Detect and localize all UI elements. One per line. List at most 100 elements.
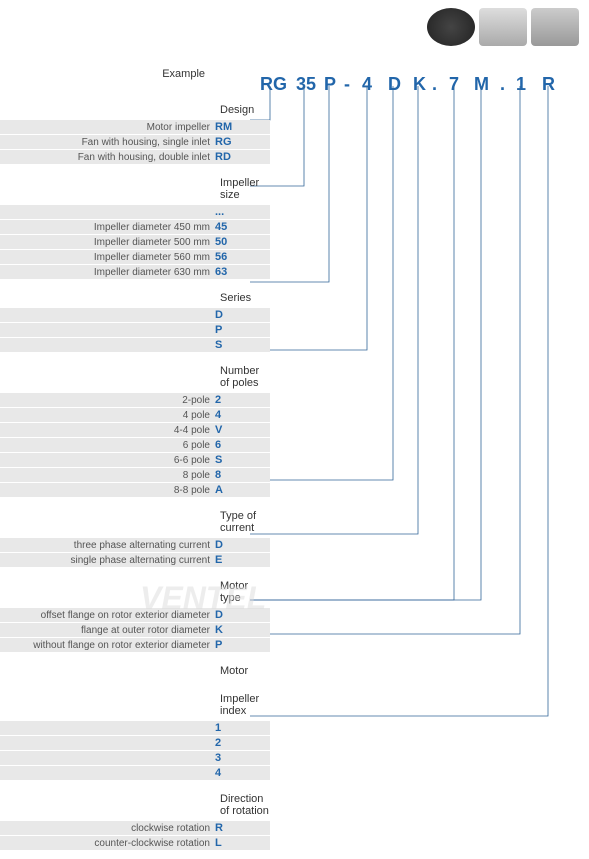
item-label: Motor impeller: [0, 122, 215, 133]
item-code: 4: [215, 767, 265, 779]
item-code: 3: [215, 752, 265, 764]
item-label: 4-4 pole: [0, 425, 215, 436]
item-label: Impeller diameter 630 mm: [0, 267, 215, 278]
item-row: counter-clockwise rotationL: [0, 836, 270, 850]
item-label: three phase alternating current: [0, 540, 215, 551]
product-image-1: [427, 8, 475, 46]
code-part-3: -: [344, 74, 350, 95]
item-row: P: [0, 323, 270, 337]
product-image-3: [531, 8, 579, 46]
item-code: RM: [215, 121, 265, 133]
code-part-7: .: [432, 74, 437, 95]
item-label: without flange on rotor exterior diamete…: [0, 640, 215, 651]
product-images: [427, 8, 579, 46]
item-label: clockwise rotation: [0, 823, 215, 834]
item-label: 4 pole: [0, 410, 215, 421]
code-part-11: 1: [516, 74, 526, 95]
item-row: 4: [0, 766, 270, 780]
item-row: Motor impellerRM: [0, 120, 270, 134]
section-header: Direction of rotation: [0, 789, 270, 821]
item-code: 8: [215, 469, 265, 481]
example-label: Example: [0, 68, 215, 80]
item-row: clockwise rotationR: [0, 821, 270, 835]
code-part-5: D: [388, 74, 401, 95]
item-code: V: [215, 424, 265, 436]
code-part-0: RG: [260, 74, 287, 95]
item-code: 2: [215, 737, 265, 749]
item-row: 2-pole2: [0, 393, 270, 407]
item-code: A: [215, 484, 265, 496]
item-row: S: [0, 338, 270, 352]
item-code: R: [215, 822, 265, 834]
item-label: Fan with housing, single inlet: [0, 137, 215, 148]
item-row: Impeller diameter 630 mm63: [0, 265, 270, 279]
item-row: Impeller diameter 500 mm50: [0, 235, 270, 249]
item-row: Fan with housing, double inletRD: [0, 150, 270, 164]
item-code: 1: [215, 722, 265, 734]
section-header: Series: [0, 288, 270, 308]
item-code: 63: [215, 266, 265, 278]
item-row: 2: [0, 736, 270, 750]
item-code: 45: [215, 221, 265, 233]
section-header: Impeller size: [0, 173, 270, 205]
section-header: Motor: [0, 661, 270, 681]
item-code: E: [215, 554, 265, 566]
code-part-2: P: [324, 74, 336, 95]
code-part-12: R: [542, 74, 555, 95]
item-row: 6-6 poleS: [0, 453, 270, 467]
item-row: 3: [0, 751, 270, 765]
item-code: 56: [215, 251, 265, 263]
code-part-1: 35: [296, 74, 316, 95]
code-part-9: M: [474, 74, 489, 95]
item-code: ...: [215, 206, 265, 218]
item-label: 8-8 pole: [0, 485, 215, 496]
item-label: counter-clockwise rotation: [0, 838, 215, 849]
section-header: Design: [0, 100, 270, 120]
item-code: 2: [215, 394, 265, 406]
sections-container: DesignMotor impellerRMFan with housing, …: [0, 100, 270, 859]
item-code: 6: [215, 439, 265, 451]
item-code: D: [215, 539, 265, 551]
item-row: Impeller diameter 560 mm56: [0, 250, 270, 264]
item-row: without flange on rotor exterior diamete…: [0, 638, 270, 652]
item-code: 50: [215, 236, 265, 248]
item-label: Fan with housing, double inlet: [0, 152, 215, 163]
item-label: Impeller diameter 500 mm: [0, 237, 215, 248]
item-label: flange at outer rotor diameter: [0, 625, 215, 636]
code-part-4: 4: [362, 74, 372, 95]
item-row: ...: [0, 205, 270, 219]
item-label: 6-6 pole: [0, 455, 215, 466]
item-row: 4-4 poleV: [0, 423, 270, 437]
item-label: 2-pole: [0, 395, 215, 406]
section-header: Impeller index: [0, 689, 270, 721]
item-label: Impeller diameter 450 mm: [0, 222, 215, 233]
item-code: P: [215, 324, 265, 336]
section-header: Number of poles: [0, 361, 270, 393]
item-code: 4: [215, 409, 265, 421]
example-row: Example RG35P-4DK.7M.1R: [0, 68, 589, 80]
item-code: D: [215, 309, 265, 321]
item-row: D: [0, 308, 270, 322]
item-row: single phase alternating currentE: [0, 553, 270, 567]
item-row: three phase alternating currentD: [0, 538, 270, 552]
code-part-6: K: [413, 74, 426, 95]
item-label: 6 pole: [0, 440, 215, 451]
item-label: Impeller diameter 560 mm: [0, 252, 215, 263]
watermark: VENTEL: [140, 580, 266, 617]
item-row: Fan with housing, single inletRG: [0, 135, 270, 149]
item-row: 1: [0, 721, 270, 735]
item-row: Impeller diameter 450 mm45: [0, 220, 270, 234]
item-code: S: [215, 339, 265, 351]
product-image-2: [479, 8, 527, 46]
item-code: RD: [215, 151, 265, 163]
item-label: 8 pole: [0, 470, 215, 481]
item-row: 4 pole4: [0, 408, 270, 422]
code-part-10: .: [500, 74, 505, 95]
item-code: L: [215, 837, 265, 849]
item-row: flange at outer rotor diameterK: [0, 623, 270, 637]
item-row: 8-8 poleA: [0, 483, 270, 497]
section-header: Type of current: [0, 506, 270, 538]
item-label: single phase alternating current: [0, 555, 215, 566]
item-row: 8 pole8: [0, 468, 270, 482]
item-row: 6 pole6: [0, 438, 270, 452]
